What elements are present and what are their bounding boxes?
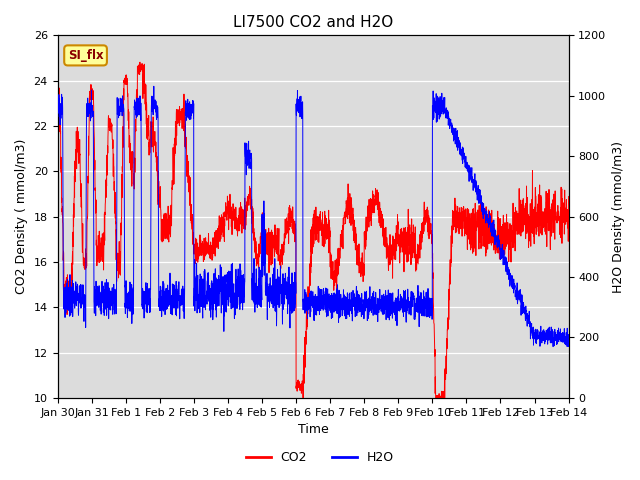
Title: LI7500 CO2 and H2O: LI7500 CO2 and H2O <box>233 15 393 30</box>
Legend: CO2, H2O: CO2, H2O <box>241 446 399 469</box>
Y-axis label: CO2 Density ( mmol/m3): CO2 Density ( mmol/m3) <box>15 139 28 294</box>
Text: SI_flx: SI_flx <box>68 49 104 62</box>
Y-axis label: H2O Density (mmol/m3): H2O Density (mmol/m3) <box>612 141 625 293</box>
X-axis label: Time: Time <box>298 423 328 436</box>
